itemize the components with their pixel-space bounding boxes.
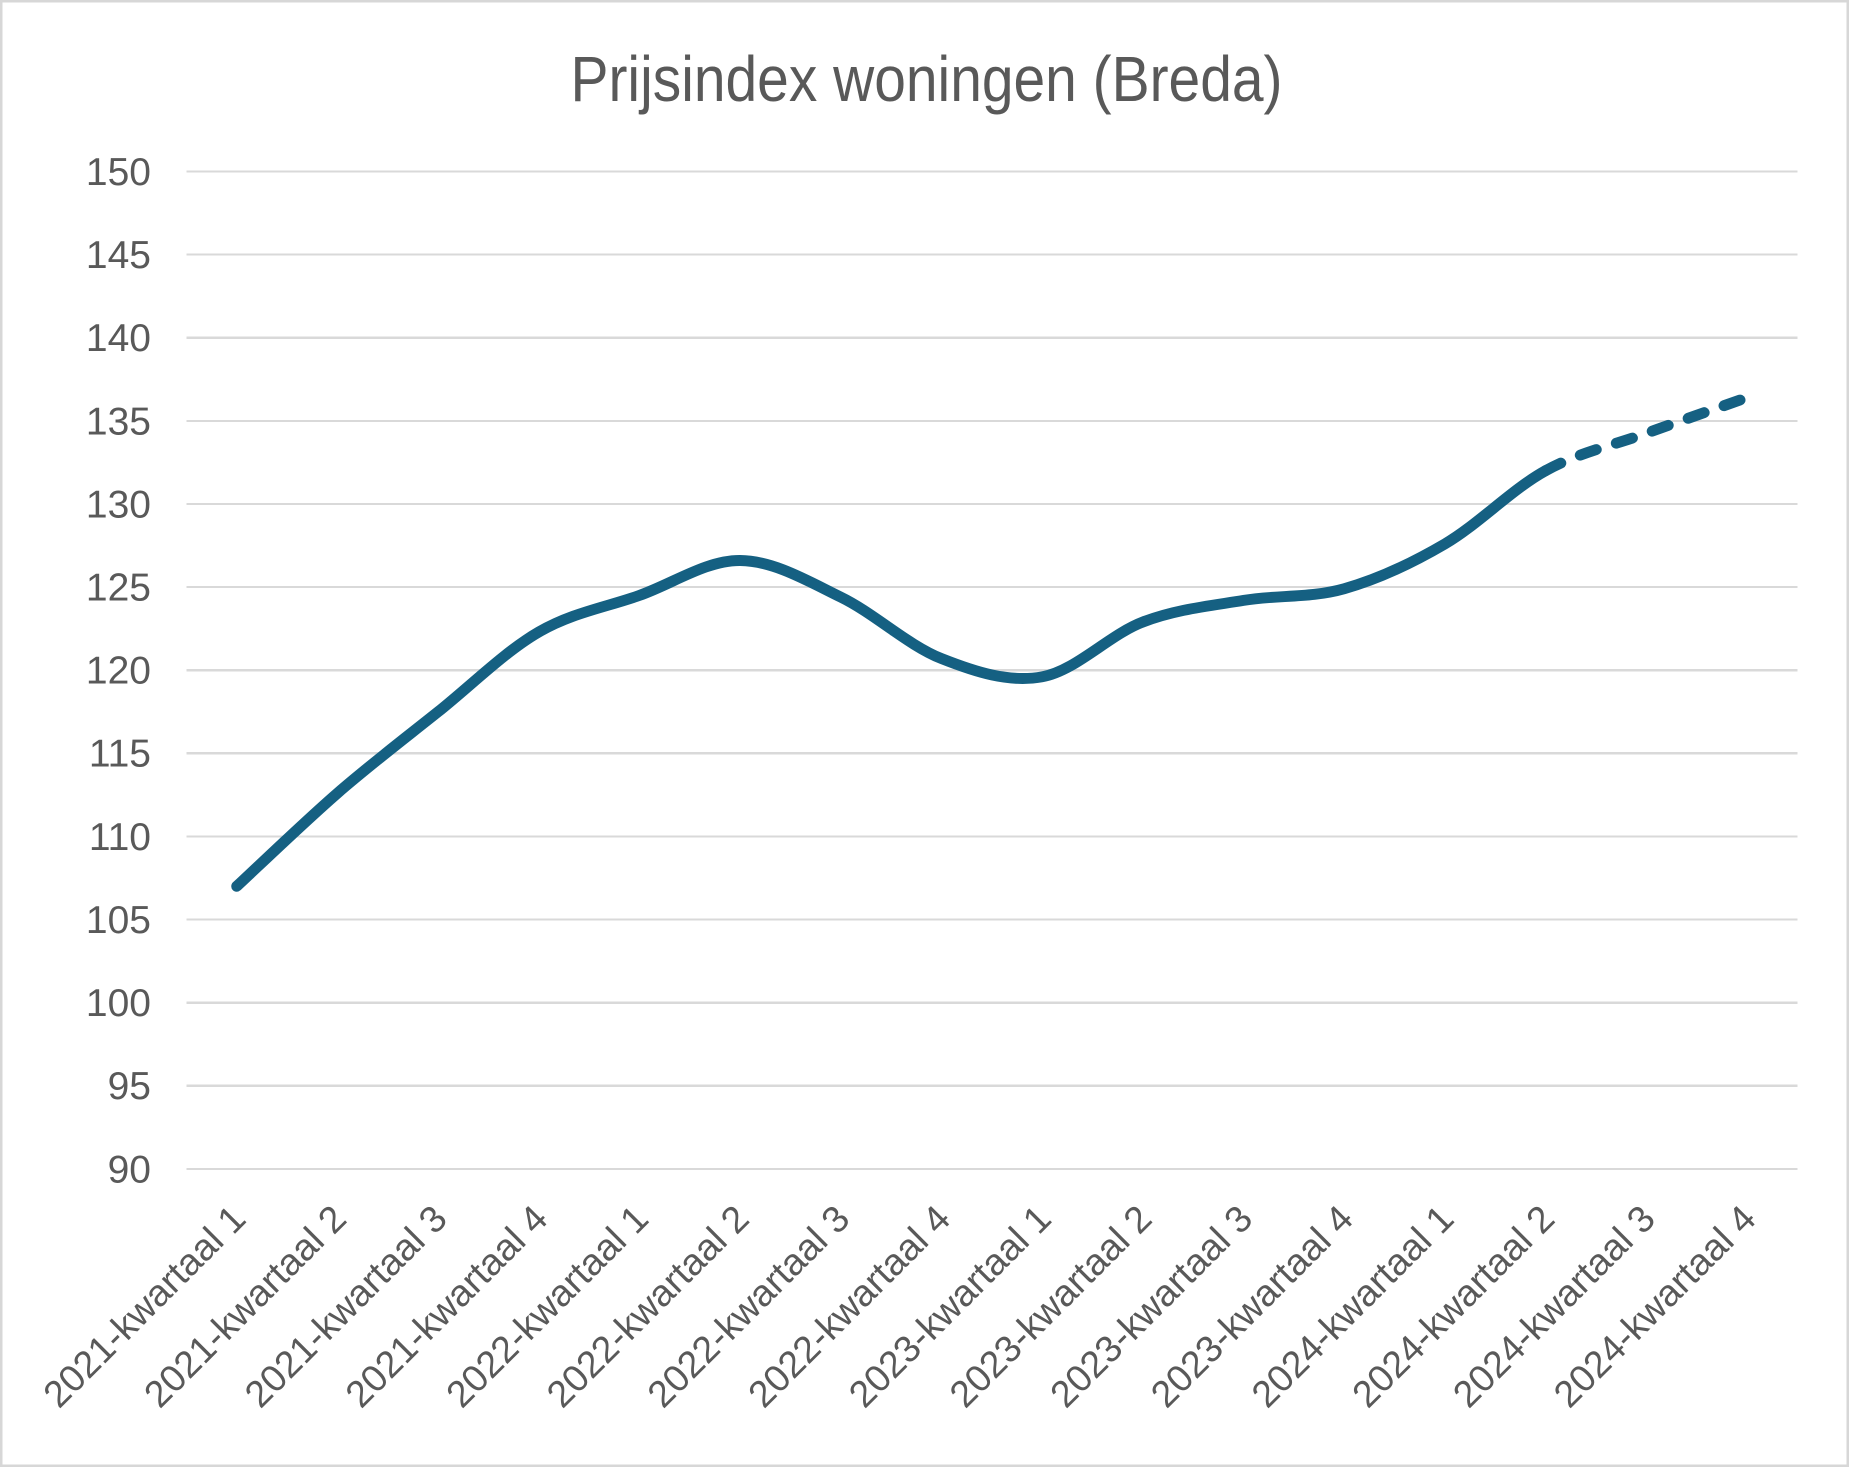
svg-text:145: 145 [86,234,151,277]
svg-text:95: 95 [108,1065,151,1108]
svg-text:90: 90 [108,1148,151,1191]
svg-text:105: 105 [86,899,151,942]
svg-text:100: 100 [86,982,151,1025]
svg-text:135: 135 [86,400,151,443]
svg-text:Prijsindex woningen (Breda): Prijsindex woningen (Breda) [571,43,1283,115]
svg-text:140: 140 [86,317,151,360]
svg-text:120: 120 [86,650,151,693]
svg-text:130: 130 [86,483,151,526]
svg-text:125: 125 [86,567,151,610]
svg-text:115: 115 [89,733,151,776]
svg-text:110: 110 [89,816,151,859]
svg-text:150: 150 [86,151,151,194]
